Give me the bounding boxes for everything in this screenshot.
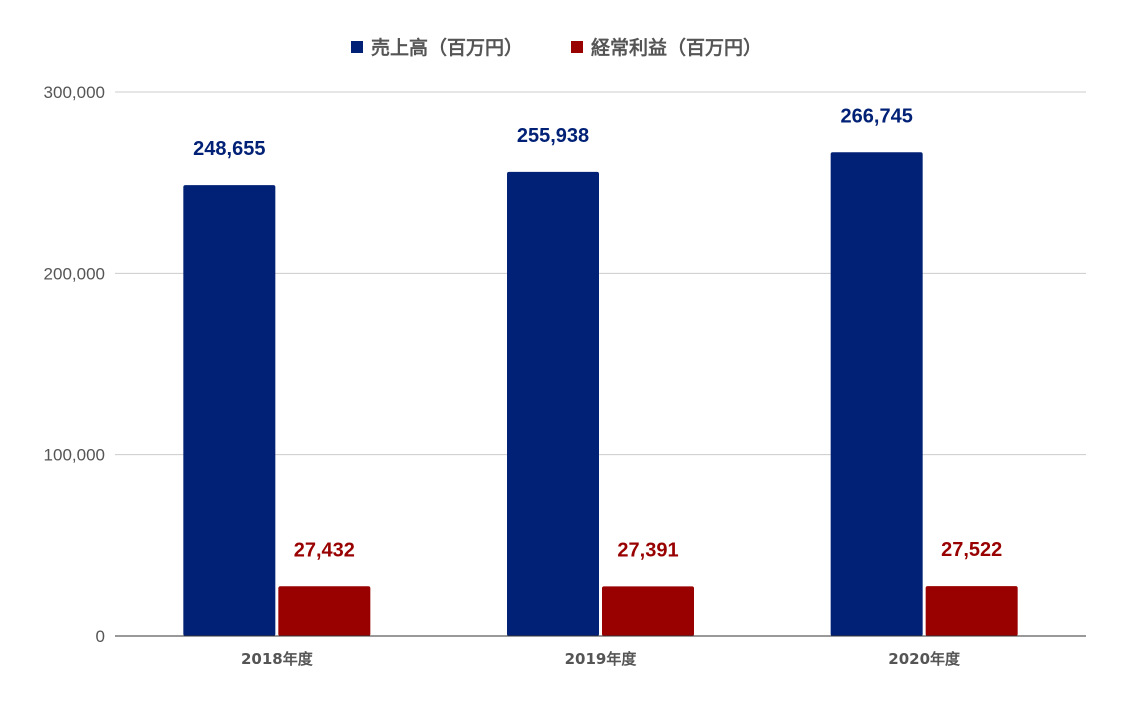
y-tick-label: 100,000 — [44, 446, 105, 465]
data-label: 248,655 — [193, 138, 265, 160]
bars — [183, 152, 1018, 637]
legend-label: 経常利益（百万円） — [591, 36, 762, 59]
y-axis-ticks: 0 100,000 200,000 300,000 — [44, 83, 105, 646]
legend-swatch — [351, 41, 363, 53]
data-label: 255,938 — [517, 125, 589, 147]
bar-sales — [183, 185, 276, 637]
y-tick-label: 200,000 — [44, 264, 105, 283]
data-label: 27,391 — [617, 539, 678, 561]
y-tick-label: 0 — [96, 627, 105, 646]
bar-profit — [278, 586, 371, 636]
x-axis-categories: 2018年度 2019年度 2020年度 — [241, 650, 961, 668]
bar-profit — [602, 586, 694, 636]
data-label: 27,522 — [941, 539, 1002, 561]
data-labels: 248,655 27,432 255,938 27,391 266,745 27,522 — [193, 105, 1002, 561]
data-label: 266,745 — [841, 105, 913, 127]
bar-sales — [507, 171, 599, 636]
legend-swatch — [571, 41, 583, 53]
legend: 売上高（百万円） 経常利益（百万円） — [351, 36, 762, 59]
bar-sales — [830, 152, 923, 636]
data-label: 27,432 — [294, 539, 355, 561]
x-category-label: 2019年度 — [565, 650, 638, 668]
x-category-label: 2020年度 — [888, 650, 961, 668]
bar-profit — [925, 586, 1018, 636]
legend-label: 売上高（百万円） — [371, 36, 523, 59]
x-category-label: 2018年度 — [241, 650, 314, 668]
y-tick-label: 300,000 — [44, 83, 105, 102]
gridlines — [115, 91, 1086, 456]
